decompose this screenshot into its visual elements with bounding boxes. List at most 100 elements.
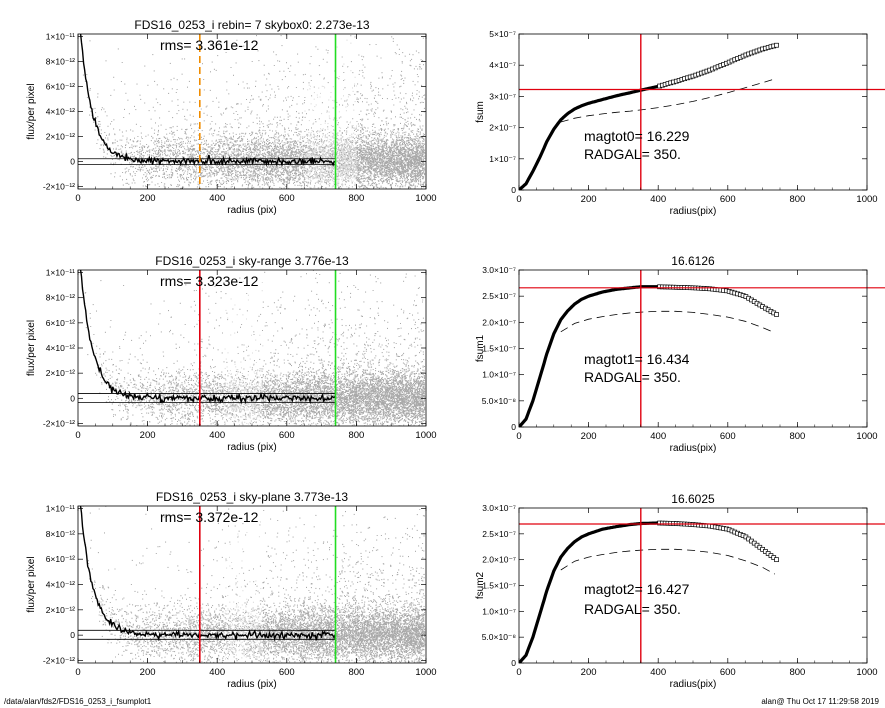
chart-title: FDS16_0253_i sky-plane 3.773e-13 <box>156 490 348 504</box>
panel-p5: rms= 3.372e-120 200 400 600 800 1000-2×10⁻¹²0… <box>26 490 437 690</box>
x-tick-label: 400 <box>209 667 225 678</box>
y-tick-label: 5.0×10⁻⁸ <box>482 632 517 642</box>
radgal-label: RADGAL= 350. <box>584 369 681 385</box>
y-tick-label: 4×10⁻¹² <box>46 343 75 353</box>
profile-line <box>79 34 336 168</box>
y-tick-label: 0 <box>511 658 516 668</box>
cumulative-flux-curve <box>519 84 659 190</box>
x-axis-label: radius (pix) <box>227 442 276 453</box>
x-axis-label: radius(pix) <box>670 679 717 690</box>
plot-area <box>78 270 426 426</box>
x-tick-label: 200 <box>140 193 156 204</box>
y-tick-label: 6×10⁻¹² <box>46 554 75 564</box>
y-tick-label: 4×10⁻¹² <box>46 107 75 117</box>
flux-point <box>774 557 779 563</box>
y-tick-label: 0 <box>70 393 75 403</box>
chart-title: 16.6025 <box>671 492 715 506</box>
y-tick-label: 3.0×10⁻⁷ <box>482 503 516 513</box>
x-tick-label: 200 <box>581 667 597 678</box>
x-tick-label: 600 <box>279 667 295 678</box>
y-tick-label: 0 <box>70 157 75 167</box>
panel-p1: rms= 3.361e-120 200 400 600 800 1000-2×10⁻¹²0… <box>26 18 437 216</box>
y-tick-label: 0 <box>511 185 516 195</box>
x-tick-label: 1000 <box>415 667 436 678</box>
radgal-label: RADGAL= 350. <box>584 146 681 162</box>
y-axis-label: fsum2 <box>475 571 486 599</box>
y-tick-label: 1×10⁻¹¹ <box>46 32 75 42</box>
x-tick-label: 800 <box>348 193 364 204</box>
x-tick-label: 0 <box>516 194 521 205</box>
y-tick-label: 1.0×10⁻⁷ <box>482 606 516 616</box>
x-tick-label: 600 <box>279 430 295 441</box>
footer-file-path: /data/alan/fds2/FDS16_0253_i_fsumplot1 <box>4 697 152 706</box>
plot-frame <box>518 507 868 664</box>
chart-title: FDS16_0253_i rebin= 7 skybox0: 2.273e-13 <box>134 18 369 32</box>
y-tick-label: 2.0×10⁻⁷ <box>482 317 516 327</box>
magtot-label: magtot0= 16.229 <box>584 128 690 144</box>
x-tick-label: 1000 <box>856 194 877 205</box>
x-tick-label: 1000 <box>856 667 877 678</box>
rms-annotation: rms= 3.372e-12 <box>160 509 259 525</box>
y-tick-label: 2.5×10⁻⁷ <box>482 529 516 539</box>
x-tick-label: 600 <box>720 667 736 678</box>
x-axis-label: radius(pix) <box>670 443 717 454</box>
y-tick-label: 6×10⁻¹² <box>46 318 75 328</box>
x-tick-label: 800 <box>789 667 805 678</box>
x-tick-label: 600 <box>279 193 295 204</box>
panel-p4: magtot1= 16.434 RADGAL= 350. 0 200 400 600 800… <box>475 254 885 454</box>
x-tick-label: 0 <box>75 430 80 441</box>
y-tick-label: 2×10⁻¹² <box>46 605 75 615</box>
y-tick-label: 1.5×10⁻⁷ <box>482 581 516 591</box>
y-tick-label: 2.5×10⁻⁷ <box>482 291 516 301</box>
y-tick-label: 1×10⁻¹¹ <box>46 268 75 278</box>
flux-point <box>774 42 779 48</box>
panel-p3: rms= 3.323e-120 200 400 600 800 1000-2×10⁻¹²0… <box>26 254 437 453</box>
y-tick-label: 1.5×10⁻⁷ <box>482 344 516 354</box>
x-tick-label: 400 <box>650 194 666 205</box>
y-tick-label: 2.0×10⁻⁷ <box>482 555 516 565</box>
y-tick-label: 1×10⁻¹¹ <box>46 504 75 514</box>
x-tick-label: 200 <box>140 430 156 441</box>
scatter-points-light <box>224 521 264 663</box>
y-tick-label: 2×10⁻⁷ <box>489 123 516 133</box>
dashed-flux-curve <box>560 78 775 123</box>
y-axis-label: fsum <box>475 101 486 123</box>
x-tick-label: 1000 <box>415 193 436 204</box>
y-axis-label: flux/per pixel <box>26 556 37 612</box>
y-tick-label: 8×10⁻¹² <box>46 57 75 67</box>
x-tick-label: 0 <box>516 667 521 678</box>
y-tick-label: 1×10⁻⁷ <box>489 154 516 164</box>
x-tick-label: 400 <box>209 193 225 204</box>
x-tick-label: 200 <box>581 431 597 442</box>
x-tick-label: 400 <box>650 431 666 442</box>
y-tick-label: -2×10⁻¹² <box>43 655 75 665</box>
x-tick-label: 800 <box>789 194 805 205</box>
footer-user-timestamp: alan@ Thu Oct 17 11:29:58 2019 <box>761 697 879 706</box>
panel-p2: magtot0= 16.229 RADGAL= 350. 0 200 400 600 800… <box>475 29 885 217</box>
y-tick-label: 5×10⁻⁷ <box>489 29 516 39</box>
dashed-flux-curve <box>560 310 775 334</box>
y-tick-label: 8×10⁻¹² <box>46 529 75 539</box>
rms-annotation: rms= 3.323e-12 <box>160 273 259 289</box>
y-tick-label: 1.0×10⁻⁷ <box>482 370 516 380</box>
dashed-flux-curve <box>560 548 775 575</box>
scatter-points-light <box>304 39 358 189</box>
y-axis-label: flux/per pixel <box>26 320 37 376</box>
x-tick-label: 200 <box>140 667 156 678</box>
y-tick-label: 8×10⁻¹² <box>46 293 75 303</box>
x-tick-label: 800 <box>348 667 364 678</box>
x-tick-label: 1000 <box>856 431 877 442</box>
scatter-points <box>82 270 426 426</box>
y-axis-label: fsum1 <box>475 334 486 362</box>
y-tick-label: 2×10⁻¹² <box>46 368 75 378</box>
magtot-label: magtot2= 16.427 <box>584 581 690 597</box>
x-tick-label: 600 <box>720 194 736 205</box>
chart-title: 16.6126 <box>671 254 715 268</box>
plot-area <box>78 506 426 663</box>
scatter-points <box>82 506 426 663</box>
y-tick-label: 4×10⁻¹² <box>46 580 75 590</box>
y-tick-label: 4×10⁻⁷ <box>489 60 516 70</box>
x-tick-label: 0 <box>75 667 80 678</box>
y-tick-label: 3×10⁻⁷ <box>489 91 516 101</box>
y-tick-label: 2×10⁻¹² <box>46 132 75 142</box>
